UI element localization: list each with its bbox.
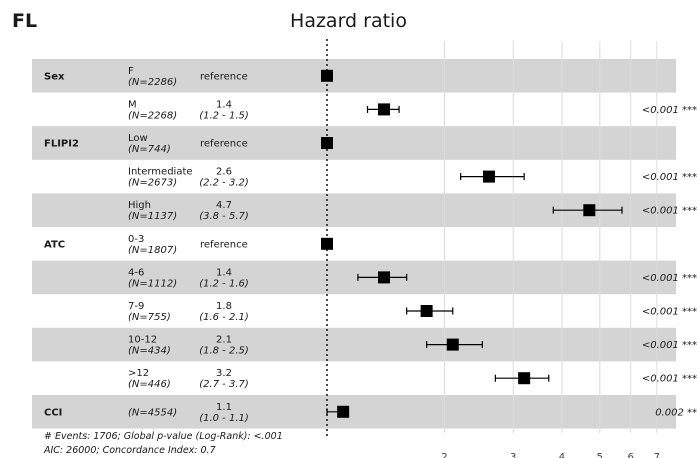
level-label: F [128,66,134,77]
n-label: (N=1807) [128,245,177,256]
ci-value: (2.7 - 3.7) [199,379,249,390]
n-label: (N=2268) [128,110,177,121]
level-label: M [128,99,137,110]
hr-value: 1.1 [216,402,232,413]
p-value: <0.001 *** [642,307,697,318]
chart-title: Hazard ratio [290,10,407,32]
row-band [32,59,676,93]
level-label: >12 [128,368,149,379]
ci-value: (1.6 - 2.1) [199,312,249,323]
hr-value: 4.7 [216,200,232,211]
hr-marker [321,237,333,250]
level-label: 7-9 [128,301,144,312]
ci-value: (1.8 - 2.5) [199,346,249,357]
hr-value: reference [200,139,248,150]
ci-value: (1.2 - 1.6) [199,278,249,289]
n-label: (N=744) [128,144,171,155]
level-label: 4-6 [128,267,144,278]
n-label: (N=2673) [128,178,177,189]
hr-marker [583,204,596,217]
hr-value: 1.4 [216,267,232,278]
level-label: 0-3 [128,234,144,245]
level-label: Low [128,133,148,144]
level-label: Intermediate [128,167,193,178]
x-tick-label: 3 [510,452,516,458]
x-tick-label: 2 [441,452,447,458]
ci-value: (3.8 - 5.7) [199,211,249,222]
variable-label: CCI [44,407,62,418]
hr-value: reference [200,239,248,250]
x-tick-label: 7 [654,452,660,458]
n-label: (N=2286) [128,77,177,88]
p-value: <0.001 *** [642,273,697,284]
n-label: (N=755) [128,312,171,323]
level-label: High [128,200,151,211]
row-band [32,260,676,295]
footer-events: # Events: 1706; Global p-value (Log-Rank… [44,431,283,442]
hr-marker [518,372,531,385]
row-band [32,327,676,362]
p-value: <0.001 *** [642,105,697,116]
n-label: (N=4554) [128,407,177,418]
n-label: (N=1137) [128,211,177,222]
p-value: <0.001 *** [642,374,697,385]
hr-value: reference [200,71,248,82]
hr-marker [321,69,333,82]
variable-label: FLIPI2 [44,139,79,150]
hr-value: 2.6 [216,167,232,178]
hr-value: 1.4 [216,99,232,110]
hr-marker [482,170,495,183]
hr-value: 3.2 [216,368,232,379]
p-value: <0.001 *** [642,172,697,183]
ci-value: (1.2 - 1.5) [199,110,249,121]
hr-marker [420,305,433,317]
hr-marker [378,271,391,284]
level-label: 10-12 [128,335,157,346]
hr-marker [446,338,459,351]
p-value: 0.002 ** [655,407,697,418]
n-label: (N=446) [128,379,171,390]
hr-value: 1.8 [216,301,232,312]
n-label: (N=434) [128,346,171,357]
hr-marker [321,137,333,149]
hr-marker [378,103,391,116]
footer-aic: AIC: 26000; Concordance Index: 0.7 [44,445,216,456]
n-label: (N=1112) [128,278,177,289]
variable-label: ATC [44,239,65,250]
x-tick-label: 4 [559,452,565,458]
ci-value: (2.2 - 3.2) [199,178,249,189]
x-tick-label: 6 [628,452,634,458]
p-value: <0.001 *** [642,340,697,351]
panel-label: FL [12,10,38,32]
row-band [32,126,676,160]
x-tick-label: 5 [597,452,603,458]
variable-label: Sex [44,71,65,82]
row-band [32,395,676,429]
hr-marker [337,405,350,418]
hr-value: 2.1 [216,335,232,346]
p-value: <0.001 *** [642,206,697,217]
ci-value: (1.0 - 1.1) [199,413,249,424]
